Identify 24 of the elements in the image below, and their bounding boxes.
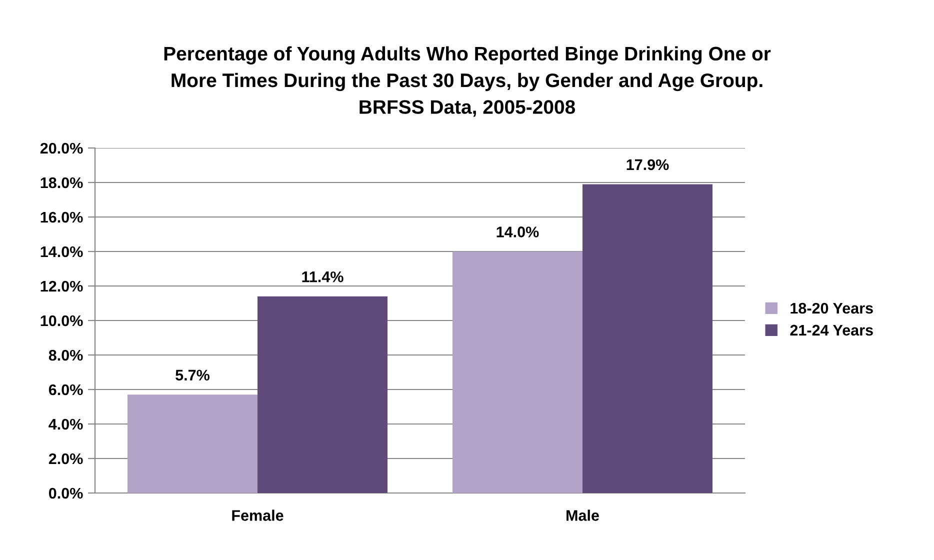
legend-label: 18-20 Years xyxy=(790,302,873,314)
x-tick-label: Female xyxy=(232,510,284,521)
legend-label: 21-24 Years xyxy=(790,324,873,336)
x-tick-label: Male xyxy=(566,510,599,521)
y-tick-label: 14.0% xyxy=(40,246,83,258)
y-tick-label: 4.0% xyxy=(48,418,83,430)
bar xyxy=(258,296,388,493)
y-tick-label: 6.0% xyxy=(48,384,83,396)
bar xyxy=(128,394,258,493)
data-label: 11.4% xyxy=(302,271,344,282)
bar xyxy=(452,252,582,493)
y-tick-label: 0.0% xyxy=(48,488,83,499)
y-tick-label: 16.0% xyxy=(40,212,83,223)
y-tick-label: 12.0% xyxy=(40,280,83,292)
chart-title: Percentage of Young Adults Who Reported Binge Drinking One or More Times During the Past 30 Days, by Gender and Age Group. BRFSS Data, 2005-2008 xyxy=(164,46,771,117)
data-label: 5.7% xyxy=(176,370,210,381)
data-label: 17.9% xyxy=(626,159,669,170)
y-tick-label: 20.0% xyxy=(40,142,83,154)
y-tick-label: 8.0% xyxy=(48,350,83,361)
bar xyxy=(582,184,712,493)
y-tick-label: 18.0% xyxy=(40,177,83,188)
y-tick-label: 2.0% xyxy=(48,453,83,464)
y-tick-label: 10.0% xyxy=(40,315,83,326)
data-label: 14.0% xyxy=(496,226,539,238)
